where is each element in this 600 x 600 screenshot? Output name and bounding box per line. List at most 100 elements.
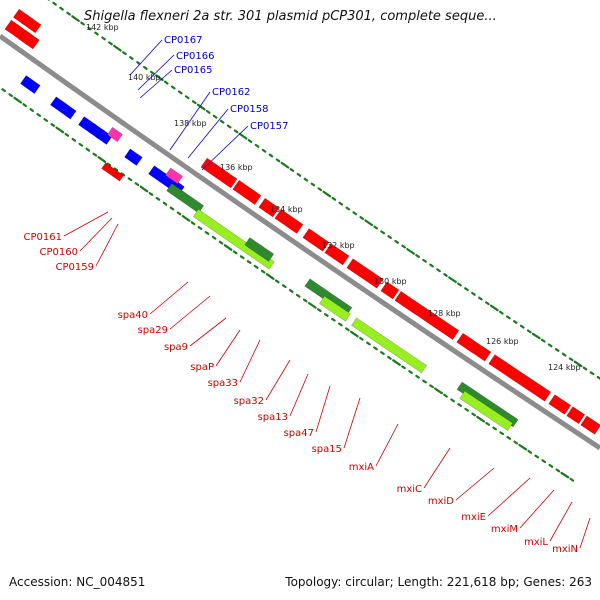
forward-gene-block — [346, 258, 384, 289]
forward-gene-block — [200, 157, 238, 189]
gc-inner-dot — [434, 387, 443, 395]
gc-outer-dot — [212, 114, 218, 119]
cds-block — [318, 295, 351, 322]
gc-inner-dot — [36, 113, 42, 118]
label-leader-line — [137, 54, 175, 91]
label-leader-line — [343, 397, 361, 449]
gc-outer-dot — [568, 357, 574, 362]
gene-label: spa33 — [208, 378, 238, 389]
gc-inner-dot — [464, 407, 469, 412]
gc-outer-dot — [345, 206, 351, 211]
gc-outer-dot — [296, 172, 302, 177]
reverse-gene-block — [124, 148, 143, 166]
gc-inner-dot — [223, 244, 233, 251]
forward-gene-block — [274, 208, 304, 234]
gc-outer-dot — [352, 211, 358, 216]
gc-inner-dot — [97, 156, 107, 163]
gc-inner-dot — [281, 284, 287, 289]
gc-outer-dot — [373, 225, 378, 230]
backbone-circle — [0, 33, 600, 451]
forward-gene-block — [18, 29, 40, 50]
gc-inner-dot — [55, 126, 65, 134]
gene-label: mxiN — [552, 544, 578, 555]
gc-inner-dot — [499, 431, 505, 436]
gene-label: mxiE — [461, 512, 486, 523]
gene-label: mxiA — [349, 462, 374, 473]
gc-outer-dot — [471, 291, 476, 296]
gc-inner-dot — [506, 435, 512, 440]
kbp-tick-label: 138 kbp — [174, 119, 207, 128]
gc-outer-dot — [108, 41, 113, 46]
gc-inner-dot — [450, 398, 455, 403]
gc-outer-dot — [436, 268, 441, 273]
gc-inner-dot — [345, 327, 350, 332]
cds-block — [192, 208, 275, 270]
gc-outer-dot — [512, 320, 518, 324]
gc-inner-dot — [43, 117, 49, 123]
gc-outer-dot — [205, 109, 211, 114]
gc-outer-dot — [547, 343, 553, 348]
gc-outer-dot — [582, 366, 588, 371]
gc-inner-dot — [253, 264, 259, 269]
gc-outer-dot — [177, 90, 183, 95]
gc-inner-dot — [534, 454, 540, 459]
forward-gene-block — [258, 197, 280, 218]
summary-text: Topology: circular; Length: 221,618 bp; … — [285, 575, 592, 589]
label-leader-line — [187, 108, 229, 159]
gc-outer-dot — [422, 258, 427, 263]
label-leader-line — [455, 467, 495, 501]
gc-outer-dot — [275, 158, 281, 163]
gene-label: CP0162 — [212, 87, 250, 98]
kbp-tick-label: 126 kbp — [486, 337, 519, 346]
forward-gene-block — [232, 179, 262, 206]
forward-gene-block — [20, 14, 42, 34]
gc-inner-dot — [476, 415, 486, 423]
gc-outer-dot — [359, 216, 365, 220]
gc-outer-dot — [540, 338, 546, 343]
gc-inner-dot — [408, 370, 413, 374]
gc-outer-dot — [443, 273, 448, 277]
gc-inner-dot — [560, 471, 570, 479]
gc-outer-dot — [101, 36, 106, 41]
cds-block — [459, 390, 514, 432]
gc-outer-dot — [338, 201, 344, 206]
gc-inner-dot — [78, 142, 84, 147]
gc-outer-dot — [171, 85, 176, 90]
gene-label: spa13 — [258, 412, 288, 423]
gc-outer-dot — [289, 168, 295, 172]
label-leader-line — [95, 223, 119, 267]
gene-label: spa9 — [164, 342, 188, 353]
label-leader-line — [487, 477, 531, 517]
forward-gene-block — [566, 406, 586, 425]
gc-inner-dot — [331, 317, 336, 322]
forward-gene-block — [580, 415, 600, 435]
forward-gene-block — [488, 354, 552, 402]
label-leader-line — [519, 489, 555, 529]
label-leader-line — [549, 501, 573, 542]
gc-inner-dot — [302, 298, 308, 303]
gc-outer-dot — [80, 21, 85, 26]
gc-outer-dot — [499, 310, 504, 315]
gc-inner-dot — [513, 440, 519, 445]
gc-inner-dot — [8, 93, 13, 98]
gc-inner-dot — [265, 273, 275, 280]
kbp-tick-label: 132 kbp — [322, 241, 355, 250]
gc-inner-dot — [169, 206, 175, 211]
label-leader-line — [139, 69, 173, 99]
gc-outer-dot — [589, 371, 595, 376]
gene-label: mxiM — [491, 524, 518, 535]
gc-inner-dot — [260, 269, 266, 274]
gc-outer-dot — [561, 352, 567, 357]
gc-outer-dot — [280, 161, 290, 169]
gc-inner-dot — [50, 122, 56, 127]
cds-block — [244, 237, 275, 262]
forward-gene-block — [548, 394, 572, 415]
gc-inner-dot — [106, 162, 112, 167]
pink-gene-block — [164, 167, 184, 185]
gc-outer-dot — [464, 287, 469, 292]
gc-inner-dot — [232, 250, 238, 255]
gc-outer-dot — [136, 60, 141, 65]
gc-outer-dot — [406, 248, 415, 255]
